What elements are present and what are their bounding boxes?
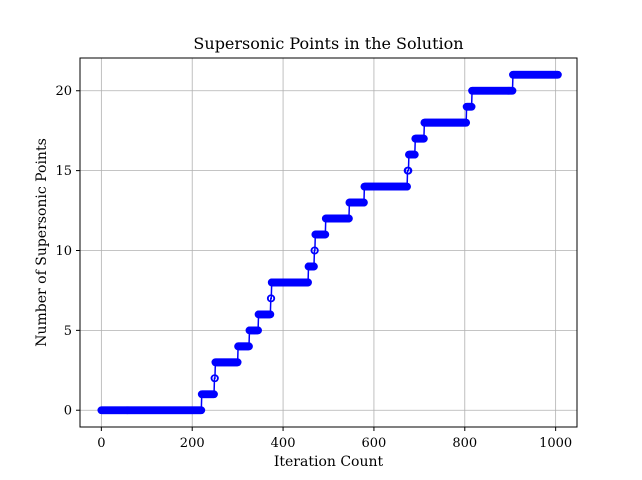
data-point	[410, 150, 419, 159]
series-line	[101, 74, 558, 411]
y-axis-label: Number of Supersonic Points	[34, 138, 50, 347]
data-point	[419, 134, 428, 143]
data-point	[467, 102, 476, 111]
data-point	[197, 406, 206, 415]
data-point	[310, 246, 319, 255]
x-tick-label: 0	[97, 436, 105, 451]
x-tick-label: 1000	[539, 436, 572, 451]
data-point	[210, 390, 218, 399]
data-point	[508, 86, 517, 95]
data-point	[310, 262, 318, 271]
data-series	[97, 70, 562, 415]
y-tick-label: 10	[55, 244, 72, 259]
x-axis-ticks: 0 200 400 600 800 1000	[97, 427, 572, 451]
y-tick-label: 5	[64, 324, 72, 339]
data-point	[266, 310, 275, 319]
data-point	[233, 358, 242, 367]
data-point	[245, 342, 253, 351]
y-axis-ticks: 0 5 10 15 20	[55, 84, 80, 419]
data-point	[462, 118, 471, 127]
data-point	[211, 374, 219, 383]
y-tick-label: 0	[64, 404, 72, 419]
x-axis-label: Iteration Count	[274, 454, 384, 470]
data-point	[554, 70, 562, 79]
chart-title: Supersonic Points in the Solution	[193, 34, 463, 53]
grid	[80, 58, 577, 427]
data-point	[403, 182, 411, 191]
data-point	[360, 198, 368, 207]
x-tick-label: 200	[180, 436, 205, 451]
data-point	[254, 326, 262, 335]
x-tick-label: 600	[362, 436, 387, 451]
data-point	[404, 166, 413, 175]
data-point	[321, 230, 330, 239]
data-point	[304, 278, 312, 287]
x-tick-label: 400	[271, 436, 296, 451]
y-tick-label: 20	[55, 84, 72, 99]
x-tick-label: 800	[452, 436, 477, 451]
y-tick-label: 15	[55, 164, 72, 179]
data-point	[345, 214, 353, 223]
data-point	[267, 294, 276, 303]
plot-frame	[79, 57, 578, 428]
